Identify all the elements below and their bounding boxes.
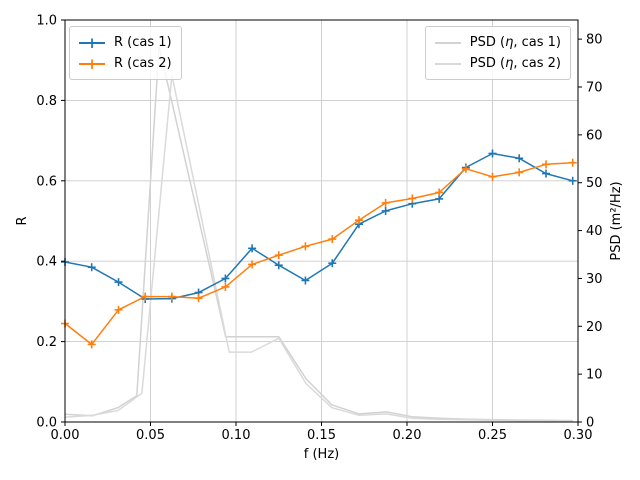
- y-left-tick-label: 0.4: [36, 255, 57, 270]
- y-right-tick-label: 50: [586, 176, 603, 191]
- tick-labels: 0.00 0.05 0.10 0.15 0.20 0.25 0.30 0.0 0.2 0.4 0.6…: [36, 14, 602, 444]
- legend-line-psd-cas-2-icon: [434, 57, 461, 70]
- y-right-tick-label: 20: [586, 320, 603, 335]
- series-1-psd-eta-cas-2-: [64, 74, 573, 422]
- x-tick-label: 0.05: [136, 428, 165, 443]
- legend-label-psd-cas-1: PSD (η, cas 1): [469, 35, 561, 50]
- y-right-tick-label: 10: [586, 368, 603, 383]
- legend-item-psd-cas-2: PSD (η, cas 2): [434, 53, 561, 74]
- grid-lines: [65, 20, 578, 422]
- legend-line-psd-cas-1-icon: [434, 36, 461, 49]
- y-right-tick-label: 40: [586, 224, 603, 239]
- y-right-tick-label: 80: [586, 33, 603, 48]
- y-axis-label-left: R: [15, 216, 30, 225]
- tick-marks: [61, 19, 582, 426]
- x-tick-label: 0.30: [564, 428, 593, 443]
- legend-r: + R (cas 1) + R (cas 2): [69, 26, 182, 80]
- legend-item-r-cas-1: + R (cas 1): [79, 32, 172, 53]
- y-left-tick-label: 0.2: [36, 335, 57, 350]
- legend-item-r-cas-2: + R (cas 2): [79, 53, 172, 74]
- x-axis-label: f (Hz): [304, 447, 339, 462]
- legend-psd: PSD (η, cas 1) PSD (η, cas 2): [424, 26, 571, 80]
- legend-label-r-cas-1: R (cas 1): [114, 35, 172, 50]
- y-right-tick-label: 0: [586, 416, 594, 431]
- y-right-tick-label: 60: [586, 128, 603, 143]
- y-left-tick-label: 0.6: [36, 174, 57, 189]
- legend-label-psd-cas-2: PSD (η, cas 2): [469, 56, 561, 71]
- series-3-markers: [61, 158, 577, 349]
- series-2-markers: [61, 149, 577, 303]
- x-tick-label: 0.10: [222, 428, 251, 443]
- legend-label-r-cas-2: R (cas 2): [114, 56, 172, 71]
- y-axis-label-right: PSD (m²/Hz): [609, 181, 624, 260]
- legend-line-r-cas-2-icon: +: [79, 57, 105, 72]
- y-left-tick-label: 0.8: [36, 94, 57, 109]
- legend-item-psd-cas-1: PSD (η, cas 1): [434, 32, 561, 53]
- x-tick-label: 0.20: [393, 428, 422, 443]
- x-tick-label: 0.00: [51, 428, 80, 443]
- x-tick-label: 0.15: [307, 428, 336, 443]
- y-right-tick-label: 30: [586, 272, 603, 287]
- y-left-tick-label: 0.0: [36, 416, 57, 431]
- y-left-tick-label: 1.0: [36, 14, 57, 29]
- series-0-psd-eta-cas-1-: [64, 45, 573, 422]
- x-tick-label: 0.25: [478, 428, 507, 443]
- legend-line-r-cas-1-icon: +: [79, 36, 105, 51]
- y-right-tick-label: 70: [586, 81, 603, 96]
- series-2-r-cas-1-: [61, 149, 577, 303]
- series-3-r-cas-2-: [61, 158, 577, 349]
